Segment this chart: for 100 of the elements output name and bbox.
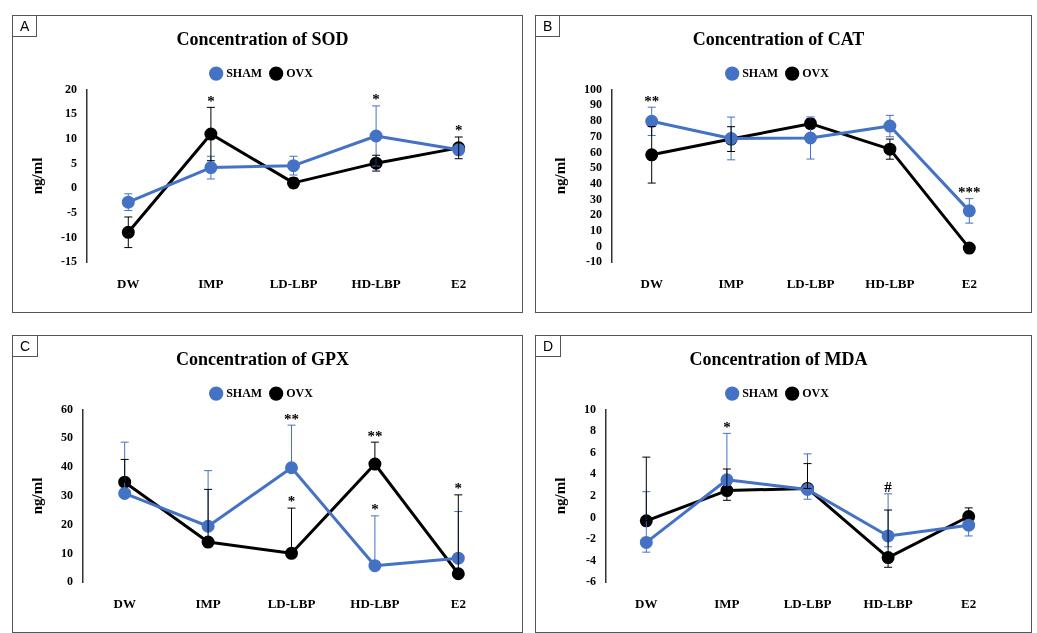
annotation: *: [371, 501, 379, 518]
y-tick-label: -5: [67, 205, 77, 220]
y-axis-title: ng/ml: [28, 157, 45, 195]
x-tick-label: DW: [117, 275, 140, 291]
legend-label: OVX: [802, 65, 830, 80]
annotation: *: [372, 91, 380, 108]
y-tick-label: -15: [61, 254, 77, 269]
y-tick-label: 60: [590, 144, 602, 159]
y-tick-label: 2: [590, 488, 596, 503]
x-tick-label: E2: [450, 595, 466, 611]
y-tick-label: 5: [71, 155, 77, 170]
x-tick-label: DW: [113, 595, 136, 611]
y-tick-label: 10: [590, 223, 602, 238]
legend-label: SHAM: [742, 385, 779, 400]
annotation: *: [723, 418, 731, 435]
y-axis-title: ng/ml: [551, 157, 568, 195]
annotation: *: [207, 92, 215, 109]
y-axis-title: ng/ml: [551, 477, 568, 515]
annotation: *: [454, 122, 463, 139]
chart-title: Concentration of GPX: [176, 349, 349, 370]
point: [287, 159, 300, 173]
y-tick-label: -4: [586, 552, 596, 567]
chart-title: Concentration of CAT: [692, 29, 865, 50]
annotation: ***: [958, 184, 981, 200]
y-tick-label: -10: [586, 254, 602, 269]
y-tick-label: 15: [65, 106, 77, 121]
y-tick-label: 4: [590, 466, 596, 481]
point: [285, 546, 298, 560]
point: [285, 461, 298, 475]
y-tick-label: 20: [590, 207, 602, 222]
legend-label: OVX: [286, 385, 314, 400]
y-tick-label: 70: [590, 128, 602, 143]
y-tick-label: 100: [584, 81, 602, 96]
y-tick-label: 30: [590, 191, 602, 206]
legend-label: SHAM: [226, 385, 263, 400]
point: [804, 131, 817, 145]
y-tick-label: 90: [590, 97, 602, 112]
y-tick-label: 0: [71, 180, 77, 195]
y-tick-label: -6: [586, 574, 596, 589]
y-tick-label: 40: [590, 175, 602, 190]
y-axis-title: ng/ml: [28, 477, 45, 515]
x-tick-label: E2: [961, 275, 977, 291]
point: [962, 241, 976, 255]
y-tick-label: 0: [590, 509, 596, 524]
x-tick-label: LD-LBP: [786, 275, 835, 291]
y-tick-label: 20: [61, 516, 73, 531]
point: [118, 486, 132, 500]
x-tick-label: HD-LBP: [865, 275, 915, 291]
point: [962, 204, 976, 218]
y-tick-label: 10: [584, 401, 596, 416]
point: [121, 225, 135, 239]
point: [645, 148, 659, 162]
y-tick-label: -2: [586, 531, 596, 546]
x-tick-label: HD-LBP: [350, 595, 400, 611]
point: [639, 535, 653, 549]
x-tick-label: IMP: [198, 275, 224, 291]
legend-label: OVX: [802, 385, 830, 400]
annotation: *: [287, 493, 296, 510]
y-tick-label: 10: [61, 545, 73, 560]
y-tick-label: 30: [61, 488, 73, 503]
y-tick-label: 50: [590, 160, 602, 175]
x-tick-label: IMP: [195, 595, 221, 611]
legend-label: SHAM: [226, 65, 263, 80]
annotation: **: [284, 410, 299, 427]
y-tick-label: 0: [67, 574, 73, 589]
x-tick-label: LD-LBP: [783, 595, 832, 611]
x-tick-label: DW: [635, 595, 658, 611]
x-tick-label: LD-LBP: [269, 275, 318, 291]
annotation: *: [454, 480, 463, 497]
text: D: [536, 336, 562, 357]
legend-label: SHAM: [742, 65, 779, 80]
text: A: [13, 16, 38, 37]
chart-title: Concentration of SOD: [176, 29, 349, 50]
y-tick-label: 50: [61, 430, 73, 445]
legend-label: OVX: [286, 65, 314, 80]
text: C: [13, 336, 39, 357]
y-tick-label: 40: [61, 459, 73, 474]
x-tick-label: LD-LBP: [267, 595, 316, 611]
x-tick-label: HD-LBP: [351, 275, 401, 291]
y-tick-label: 80: [590, 113, 602, 128]
annotation: **: [367, 427, 383, 444]
y-tick-label: 60: [61, 401, 73, 416]
point: [451, 567, 465, 581]
annotation: #: [884, 479, 893, 496]
point: [962, 518, 976, 532]
x-tick-label: DW: [640, 275, 663, 291]
y-tick-label: 8: [590, 423, 596, 438]
y-tick-label: 6: [590, 444, 596, 459]
y-tick-label: 0: [596, 238, 602, 253]
chart-title: Concentration of MDA: [689, 349, 868, 370]
annotation: **: [644, 92, 660, 109]
y-tick-label: -10: [61, 229, 77, 244]
y-tick-label: 10: [65, 131, 77, 146]
x-tick-label: IMP: [718, 275, 744, 291]
x-tick-label: IMP: [714, 595, 740, 611]
text: B: [536, 16, 561, 37]
x-tick-label: E2: [961, 595, 977, 611]
x-tick-label: HD-LBP: [863, 595, 913, 611]
y-tick-label: 20: [65, 81, 77, 96]
x-tick-label: E2: [451, 275, 467, 291]
